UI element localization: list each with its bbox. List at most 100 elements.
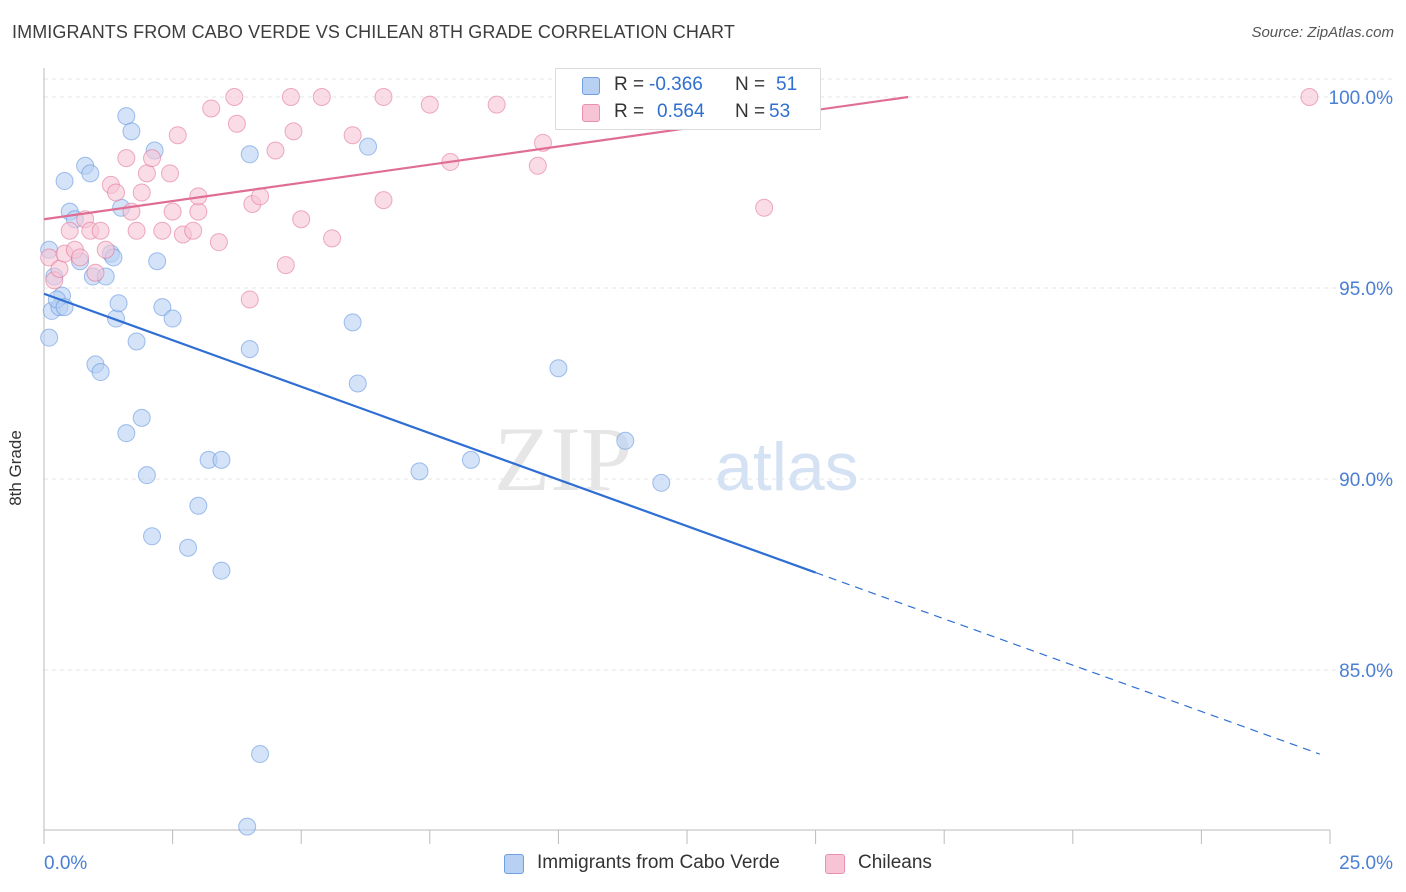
point-chilean <box>312 88 331 106</box>
point-chilean <box>281 88 300 106</box>
legend-label-cabo-verde: Immigrants from Cabo Verde <box>537 852 780 873</box>
point-cabo-verde <box>251 745 270 764</box>
n-value: 51 <box>776 74 798 95</box>
y-tick-label: 90.0% <box>1339 470 1393 491</box>
point-chilean <box>60 221 79 240</box>
legend-item-cabo-verde[interactable]: Immigrants from Cabo Verde <box>504 850 804 880</box>
point-cabo-verde <box>212 450 231 469</box>
point-cabo-verde <box>461 450 480 469</box>
trend-line-cabo-verde-extension <box>815 572 1320 755</box>
point-chilean <box>343 126 362 145</box>
gridlines <box>44 78 1395 671</box>
point-chilean <box>323 229 342 248</box>
r-label: R = <box>614 101 645 122</box>
axes <box>43 68 1331 844</box>
point-cabo-verde <box>122 122 141 141</box>
point-chilean <box>292 210 311 229</box>
point-cabo-verde <box>359 137 378 156</box>
point-cabo-verde <box>91 363 110 382</box>
r-value: 0.564 <box>657 101 705 122</box>
legend-swatch-cabo-verde <box>504 854 524 874</box>
n-value: 53 <box>769 101 791 122</box>
stats-row-chileans: R = 0.564 N = 53 <box>556 101 820 127</box>
point-cabo-verde <box>189 496 208 515</box>
point-chilean <box>168 126 187 145</box>
point-chilean <box>528 156 547 175</box>
point-cabo-verde <box>137 466 156 485</box>
point-cabo-verde <box>240 145 259 164</box>
point-chilean <box>284 122 303 141</box>
tick-labels: 85.0% 90.0% 95.0% 100.0% 0.0% 25.0% <box>44 88 1393 874</box>
point-chilean <box>755 198 774 217</box>
source-credit: Source: ZipAtlas.com <box>1251 24 1394 41</box>
point-chilean <box>225 88 244 106</box>
chileans-swatch <box>582 104 600 122</box>
point-chilean <box>374 88 393 106</box>
point-chilean <box>487 95 506 114</box>
n-label: N = <box>735 74 766 95</box>
y-tick-label: 95.0% <box>1339 279 1393 300</box>
r-label: R = <box>614 74 645 95</box>
point-chilean <box>117 149 136 168</box>
n-label: N = <box>735 101 766 122</box>
legend-item-chileans[interactable]: Chileans <box>825 850 955 880</box>
point-chilean <box>227 114 246 133</box>
point-cabo-verde <box>652 473 671 492</box>
r-value: -0.366 <box>649 74 703 95</box>
legend-label-chileans: Chileans <box>858 852 932 873</box>
stats-row-cabo-verde: R = -0.366 N = 51 <box>556 74 820 100</box>
point-chilean <box>86 263 105 282</box>
point-chilean <box>276 256 295 275</box>
point-chilean <box>127 221 146 240</box>
point-chilean <box>161 164 180 183</box>
x-tick-label-start: 0.0% <box>44 853 87 874</box>
point-cabo-verde <box>549 359 568 378</box>
point-cabo-verde <box>163 309 182 328</box>
point-cabo-verde <box>410 462 429 481</box>
point-cabo-verde <box>127 332 146 351</box>
point-chilean <box>184 221 203 240</box>
point-cabo-verde <box>153 298 172 317</box>
point-chilean <box>137 164 156 183</box>
point-cabo-verde <box>240 340 259 359</box>
point-cabo-verde <box>179 538 198 557</box>
point-chilean <box>209 233 228 252</box>
point-chilean <box>153 221 172 240</box>
point-cabo-verde <box>343 313 362 332</box>
trend-lines <box>43 95 1320 755</box>
watermark-zip: ZIP <box>494 408 632 510</box>
point-cabo-verde <box>148 252 167 271</box>
trend-line-cabo-verde <box>43 292 816 574</box>
point-chilean <box>71 248 90 267</box>
watermark-atlas: atlas <box>715 429 859 505</box>
point-cabo-verde <box>132 408 151 427</box>
x-tick-label-end: 25.0% <box>1339 853 1393 874</box>
point-chilean <box>50 259 69 278</box>
point-cabo-verde <box>117 424 136 443</box>
point-cabo-verde <box>616 431 635 450</box>
chart-title: IMMIGRANTS FROM CABO VERDE VS CHILEAN 8T… <box>12 22 735 42</box>
legend-swatch-chileans <box>825 854 845 874</box>
point-cabo-verde <box>81 164 100 183</box>
point-chilean <box>374 191 393 210</box>
point-chilean <box>266 141 285 160</box>
point-cabo-verde <box>117 107 136 126</box>
y-tick-label: 85.0% <box>1339 661 1393 682</box>
point-cabo-verde <box>55 172 74 191</box>
point-chilean <box>91 221 110 240</box>
y-axis-label: 8th Grade <box>6 430 25 506</box>
point-chilean <box>132 183 151 202</box>
cabo-verde-swatch <box>582 77 600 95</box>
stats-legend-box: R = -0.366 N = 51 R = 0.564 N = 53 <box>555 68 821 130</box>
point-chilean <box>240 290 259 309</box>
point-chilean <box>189 202 208 221</box>
point-cabo-verde <box>40 328 59 347</box>
point-chilean <box>420 95 439 114</box>
data-points <box>40 88 1319 836</box>
y-tick-label: 100.0% <box>1329 88 1394 109</box>
point-chilean <box>107 183 126 202</box>
point-chilean <box>143 149 162 168</box>
point-cabo-verde <box>348 374 367 393</box>
point-chilean <box>1300 88 1319 106</box>
